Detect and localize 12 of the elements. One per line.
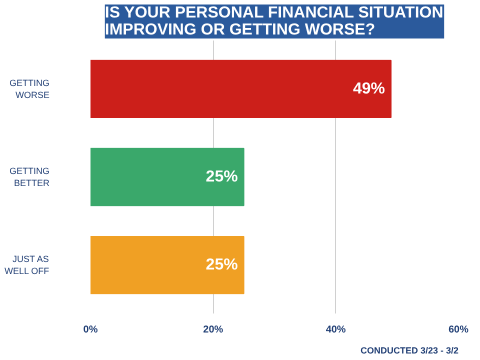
y-tick-label: GETTING BETTER <box>10 166 50 188</box>
x-tick-label: 60% <box>448 324 469 336</box>
data-label: 49% <box>353 80 386 98</box>
y-tick-label: JUST AS WELL OFF <box>4 254 50 276</box>
x-tick-label: 0% <box>83 324 98 336</box>
text: CONDUCTED 3/23 - 3/2 <box>360 346 459 356</box>
y-tick-label: GETTING WORSE <box>10 78 50 100</box>
data-label: 25% <box>206 256 238 274</box>
chart-title: IS YOUR PERSONAL FINANCIAL SITUATION IMPROVING OR GETTING WORSE? <box>104 4 444 38</box>
x-tick-label: 40% <box>326 324 346 336</box>
x-tick-label: 20% <box>203 324 224 336</box>
data-label: 25% <box>206 168 238 186</box>
